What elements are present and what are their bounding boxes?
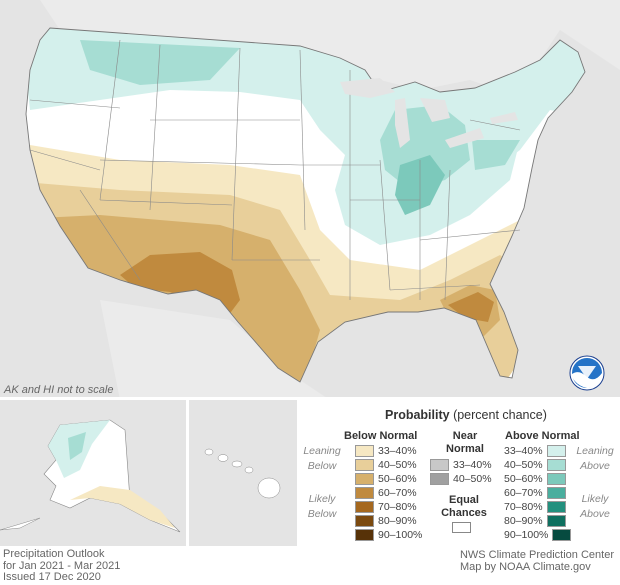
near-legend-row: 33–40%: [430, 458, 492, 471]
above-range-label: 80–90%: [504, 514, 543, 527]
below-range-label: 33–40%: [378, 444, 417, 457]
outlook-period: for Jan 2021 - Mar 2021: [3, 559, 121, 572]
credit-cpc: NWS Climate Prediction Center: [459, 549, 614, 561]
below-range-label: 80–90%: [378, 514, 417, 527]
below-swatch: [355, 514, 374, 527]
above-swatch: [546, 514, 566, 527]
great-lakes: [340, 78, 518, 148]
near-swatch: [430, 472, 449, 485]
likely-below-label: Likely Below: [307, 493, 337, 520]
leaning-below-label: Leaning Below: [303, 445, 341, 472]
footer-outlook-info: Precipitation Outlook for Jan 2021 - Mar…: [3, 548, 121, 584]
alaska-above-2: [68, 432, 86, 460]
hawaii-inset: [189, 400, 297, 546]
divider-ak: [186, 400, 189, 546]
alaska-inset: [0, 400, 186, 546]
equal-chances-swatch: [452, 522, 471, 533]
outlook-issued: Issued 17 Dec 2020: [3, 571, 101, 583]
above-zone-5: [472, 140, 520, 170]
above-range-label: 90–100%: [504, 528, 549, 541]
legend-title: Probability (percent chance): [385, 408, 547, 422]
divider-top: [0, 397, 620, 400]
above-range-label: 70–80%: [504, 500, 543, 513]
canada-area: [0, 0, 620, 90]
below-legend-row: 33–40%: [355, 444, 417, 457]
near-range-label: 40–50%: [453, 472, 492, 485]
above-range-label: 60–70%: [504, 486, 543, 499]
near-range-label: 33–40%: [453, 458, 492, 471]
state-borders: [25, 27, 586, 383]
below-legend-row: 50–60%: [355, 472, 417, 485]
above-swatch: [546, 444, 566, 457]
equal-chances-label: Equal Chances: [441, 494, 487, 519]
below-swatch: [355, 500, 374, 513]
below-legend-row: 60–70%: [355, 486, 417, 499]
below-swatch: [355, 458, 374, 471]
footer-credits: NWS Climate Prediction Center Map by NOA…: [460, 549, 614, 573]
below-range-label: 90–100%: [378, 528, 423, 541]
above-legend-row: 70–80%: [504, 500, 566, 513]
above-zone-3: [80, 40, 240, 85]
mexico-area: [100, 300, 330, 400]
leaning-above-label: Leaning Above: [576, 445, 614, 472]
above-swatch: [552, 528, 572, 541]
legend: Probability (percent chance) Below Norma…: [300, 400, 620, 546]
noaa-logo: [569, 355, 605, 391]
below-swatch: [355, 486, 374, 499]
above-legend-row: 50–60%: [504, 472, 566, 485]
hawaii-islands: [204, 448, 281, 499]
below-range-label: 70–80%: [378, 500, 417, 513]
below-range-label: 60–70%: [378, 486, 417, 499]
above-range-label: 40–50%: [504, 458, 543, 471]
below-range-label: 40–50%: [378, 458, 417, 471]
above-range-label: 33–40%: [504, 444, 543, 457]
credit-climate-gov: Map by NOAA Climate.gov: [459, 561, 591, 573]
above-swatch: [546, 458, 566, 471]
below-range-label: 50–60%: [378, 472, 417, 485]
above-swatch: [546, 500, 566, 513]
above-legend-row: 33–40%: [504, 444, 566, 457]
near-normal-heading: Near Normal: [446, 430, 484, 455]
above-legend-row: 60–70%: [504, 486, 566, 499]
above-swatch: [546, 486, 566, 499]
above-legend-row: 80–90%: [504, 514, 566, 527]
conus-precipitation-map: [0, 0, 620, 400]
above-range-label: 50–60%: [504, 472, 543, 485]
likely-above-label: Likely Above: [580, 493, 610, 520]
scale-note: AK and HI not to scale: [4, 384, 114, 396]
above-normal-heading: Above Normal: [505, 430, 580, 442]
alaska-below: [70, 486, 175, 528]
below-legend-row: 80–90%: [355, 514, 417, 527]
below-zone-6: [448, 292, 494, 322]
outlook-title: Precipitation Outlook: [3, 548, 105, 560]
divider-hi: [297, 400, 300, 546]
below-legend-row: 90–100%: [355, 528, 422, 541]
below-legend-row: 40–50%: [355, 458, 417, 471]
below-swatch: [355, 472, 374, 485]
below-normal-heading: Below Normal: [344, 430, 418, 442]
near-legend-row: 40–50%: [430, 472, 492, 485]
below-swatch: [355, 444, 374, 457]
below-legend-row: 70–80%: [355, 500, 417, 513]
below-swatch: [355, 528, 374, 541]
above-legend-row: 90–100%: [504, 528, 572, 541]
above-swatch: [546, 472, 566, 485]
near-swatch: [430, 458, 449, 471]
above-legend-row: 40–50%: [504, 458, 566, 471]
